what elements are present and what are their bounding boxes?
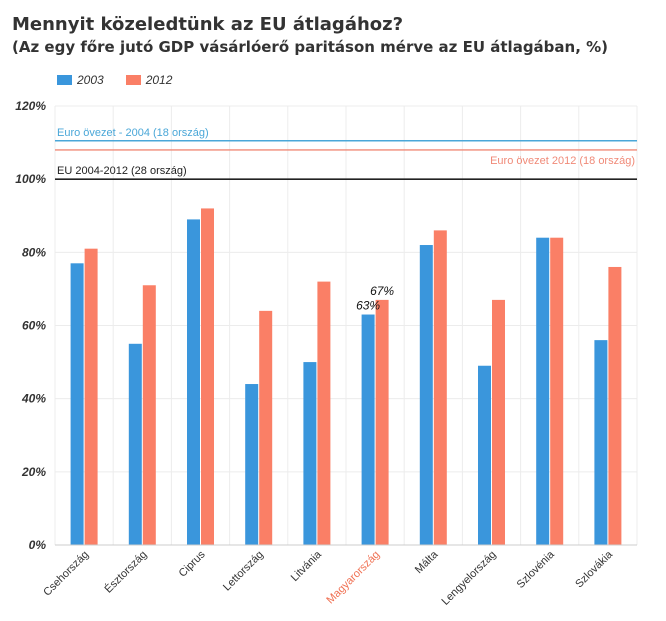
x-tick-label: Szlovákia (573, 548, 615, 590)
x-tick-label: Ciprus (177, 548, 208, 579)
legend-swatch-2003 (57, 75, 72, 85)
chart-subtitle: (Az egy főre jutó GDP vásárlóerő paritás… (12, 38, 609, 56)
data-label: 63% (356, 299, 380, 313)
bar-2003 (303, 362, 317, 545)
x-tick-label: Csehország (41, 549, 91, 599)
legend-label-2003: 2003 (77, 73, 104, 87)
reference-line-label: Euro övezet 2012 (18 ország) (490, 155, 635, 167)
legend-item-2003[interactable]: 2003 (57, 73, 104, 87)
x-tick-label: Szlovénia (515, 548, 558, 591)
legend-label-2012: 2012 (145, 73, 173, 87)
reference-line-label: EU 2004-2012 (28 ország) (57, 165, 187, 177)
bar-2012 (259, 310, 273, 545)
y-tick-label: 100% (15, 172, 46, 186)
bar-2012 (375, 299, 389, 545)
bar-2003 (245, 384, 259, 545)
legend-swatch-2012 (125, 75, 141, 85)
bar-2012 (142, 285, 156, 545)
bar-2003 (536, 237, 550, 545)
x-tick-label: Lengyelország (440, 549, 499, 608)
data-label: 67% (370, 284, 394, 298)
x-tick-label: Málta (413, 548, 441, 576)
bar-2012 (433, 230, 447, 545)
bar-2003 (594, 340, 608, 545)
bar-2012 (608, 266, 622, 545)
bar-2003 (419, 245, 433, 545)
bar-2003 (478, 365, 491, 545)
bar-2003 (70, 263, 84, 545)
y-tick-label: 0% (29, 538, 47, 552)
y-tick-label: 20% (21, 465, 46, 479)
chart-title: Mennyit közeledtünk az EU átlagához? (12, 14, 404, 35)
bar-2012 (201, 208, 214, 545)
bar-2003 (187, 219, 200, 546)
x-tick-label: Magyarország (324, 549, 382, 607)
bar-2012 (317, 281, 331, 545)
bar-2012 (84, 248, 98, 546)
bar-2012 (550, 237, 564, 545)
y-tick-label: 40% (21, 392, 46, 406)
bar-2003 (361, 314, 375, 545)
bar-2003 (128, 343, 142, 545)
x-tick-label: Litvánia (289, 548, 325, 584)
bar-2012 (492, 299, 505, 545)
x-tick-label: Lettország (221, 549, 266, 594)
legend-item-2012[interactable]: 2012 (125, 73, 173, 87)
reference-line-label: Euro övezet - 2004 (18 ország) (57, 127, 209, 139)
legend: 2003 2012 (57, 73, 194, 87)
y-tick-label: 60% (22, 319, 46, 333)
y-tick-label: 120% (15, 99, 46, 113)
y-tick-label: 80% (22, 245, 46, 259)
x-tick-label: Észtország (102, 548, 150, 596)
